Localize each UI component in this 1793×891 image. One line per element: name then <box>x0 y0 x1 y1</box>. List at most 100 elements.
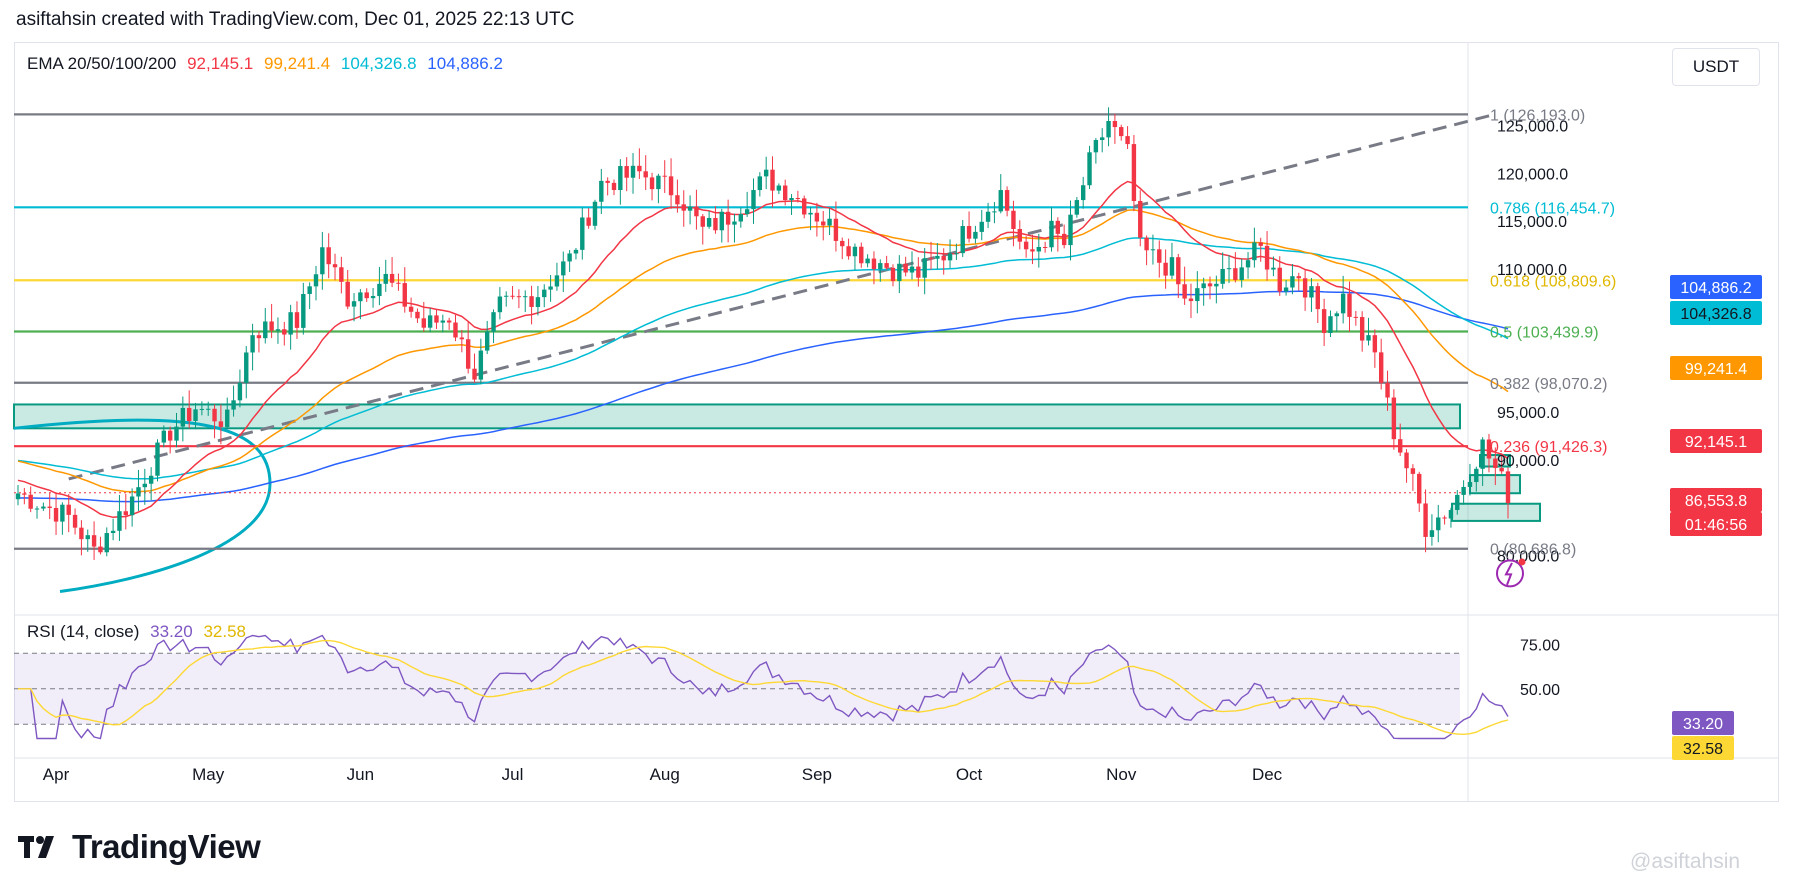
candle[interactable] <box>947 239 953 268</box>
candle[interactable] <box>561 251 566 293</box>
candle[interactable] <box>966 211 972 243</box>
candle[interactable] <box>846 238 851 260</box>
candle[interactable] <box>1448 507 1454 528</box>
candle[interactable] <box>580 207 585 260</box>
candle[interactable] <box>465 321 471 374</box>
candle[interactable] <box>1131 134 1137 212</box>
candle[interactable] <box>662 160 667 193</box>
candle[interactable] <box>364 288 369 302</box>
candle[interactable] <box>1398 423 1403 457</box>
candle[interactable] <box>782 179 788 206</box>
price-badge-ema20[interactable]: 92,145.1 <box>1670 429 1762 453</box>
candle[interactable] <box>275 317 281 344</box>
candle[interactable] <box>833 201 839 252</box>
candle[interactable] <box>402 267 407 313</box>
candle[interactable] <box>358 289 363 320</box>
candle[interactable] <box>1080 176 1086 209</box>
candle[interactable] <box>1296 272 1301 291</box>
candle[interactable] <box>1138 190 1143 247</box>
candle[interactable] <box>320 231 325 290</box>
candle[interactable] <box>396 273 401 291</box>
candle[interactable] <box>1404 449 1409 483</box>
candle[interactable] <box>351 293 357 322</box>
candle[interactable] <box>909 251 915 280</box>
candle[interactable] <box>1233 252 1238 283</box>
candle[interactable] <box>770 156 775 208</box>
candle[interactable] <box>985 202 991 229</box>
candle[interactable] <box>91 521 97 560</box>
candle[interactable] <box>592 199 598 230</box>
candle[interactable] <box>313 266 319 301</box>
candle[interactable] <box>611 179 617 196</box>
candle[interactable] <box>706 211 712 229</box>
candle[interactable] <box>110 518 116 541</box>
candle[interactable] <box>123 493 128 530</box>
currency-selector-button[interactable]: USDT <box>1672 48 1760 86</box>
candle[interactable] <box>1359 311 1365 352</box>
candle[interactable] <box>1480 437 1485 487</box>
candle[interactable] <box>1436 504 1441 543</box>
candle[interactable] <box>1467 463 1473 496</box>
candle[interactable] <box>979 209 984 241</box>
candle[interactable] <box>821 210 826 241</box>
candle[interactable] <box>136 469 141 511</box>
price-badge-ema100[interactable]: 104,326.8 <box>1670 301 1762 325</box>
candle[interactable] <box>814 202 820 237</box>
candle[interactable] <box>1144 235 1149 266</box>
candle[interactable] <box>1385 370 1390 411</box>
candle[interactable] <box>34 506 40 519</box>
candle[interactable] <box>630 153 636 194</box>
candle[interactable] <box>1176 253 1181 299</box>
candle[interactable] <box>269 303 274 339</box>
candle[interactable] <box>478 338 484 385</box>
candle[interactable] <box>1315 282 1320 323</box>
candle[interactable] <box>332 253 338 281</box>
candle[interactable] <box>535 286 541 316</box>
candle[interactable] <box>1074 197 1080 218</box>
candle[interactable] <box>586 208 591 229</box>
candle[interactable] <box>1309 278 1314 312</box>
candle[interactable] <box>1245 252 1251 279</box>
candle[interactable] <box>776 183 782 195</box>
candle[interactable] <box>1423 489 1428 553</box>
candle[interactable] <box>1353 310 1359 326</box>
candle[interactable] <box>1474 466 1479 492</box>
trendline-dashed[interactable] <box>68 112 1496 481</box>
candle[interactable] <box>1505 467 1511 519</box>
candle[interactable] <box>294 301 300 339</box>
candle[interactable] <box>85 529 90 552</box>
candle[interactable] <box>998 174 1003 214</box>
candle[interactable] <box>22 487 27 505</box>
candle[interactable] <box>878 259 883 282</box>
candle[interactable] <box>231 385 236 417</box>
candle[interactable] <box>263 308 268 344</box>
candle[interactable] <box>954 243 959 260</box>
candle[interactable] <box>1271 256 1276 277</box>
candle[interactable] <box>681 190 686 227</box>
candle[interactable] <box>339 256 344 294</box>
ema-legend[interactable]: EMA 20/50/100/200 92,145.1 99,241.4 104,… <box>27 54 509 74</box>
candle[interactable] <box>973 225 978 244</box>
candle[interactable] <box>1302 269 1308 311</box>
candle[interactable] <box>700 214 705 245</box>
candle[interactable] <box>370 288 376 308</box>
candle[interactable] <box>98 536 103 555</box>
candle[interactable] <box>15 484 21 506</box>
candle[interactable] <box>345 270 350 310</box>
candle[interactable] <box>960 220 965 258</box>
candle[interactable] <box>1340 275 1346 324</box>
candle[interactable] <box>1093 138 1099 164</box>
candle[interactable] <box>129 488 135 527</box>
candle[interactable] <box>1321 298 1327 347</box>
candle[interactable] <box>167 426 173 454</box>
candle[interactable] <box>1119 124 1124 141</box>
candle[interactable] <box>884 255 889 270</box>
candle[interactable] <box>1182 266 1187 305</box>
candle[interactable] <box>751 178 756 224</box>
candle[interactable] <box>890 264 896 287</box>
candle[interactable] <box>244 346 249 399</box>
candle[interactable] <box>1042 241 1048 253</box>
candle[interactable] <box>1264 231 1270 281</box>
candle[interactable] <box>1214 275 1219 304</box>
candle[interactable] <box>1277 256 1282 296</box>
